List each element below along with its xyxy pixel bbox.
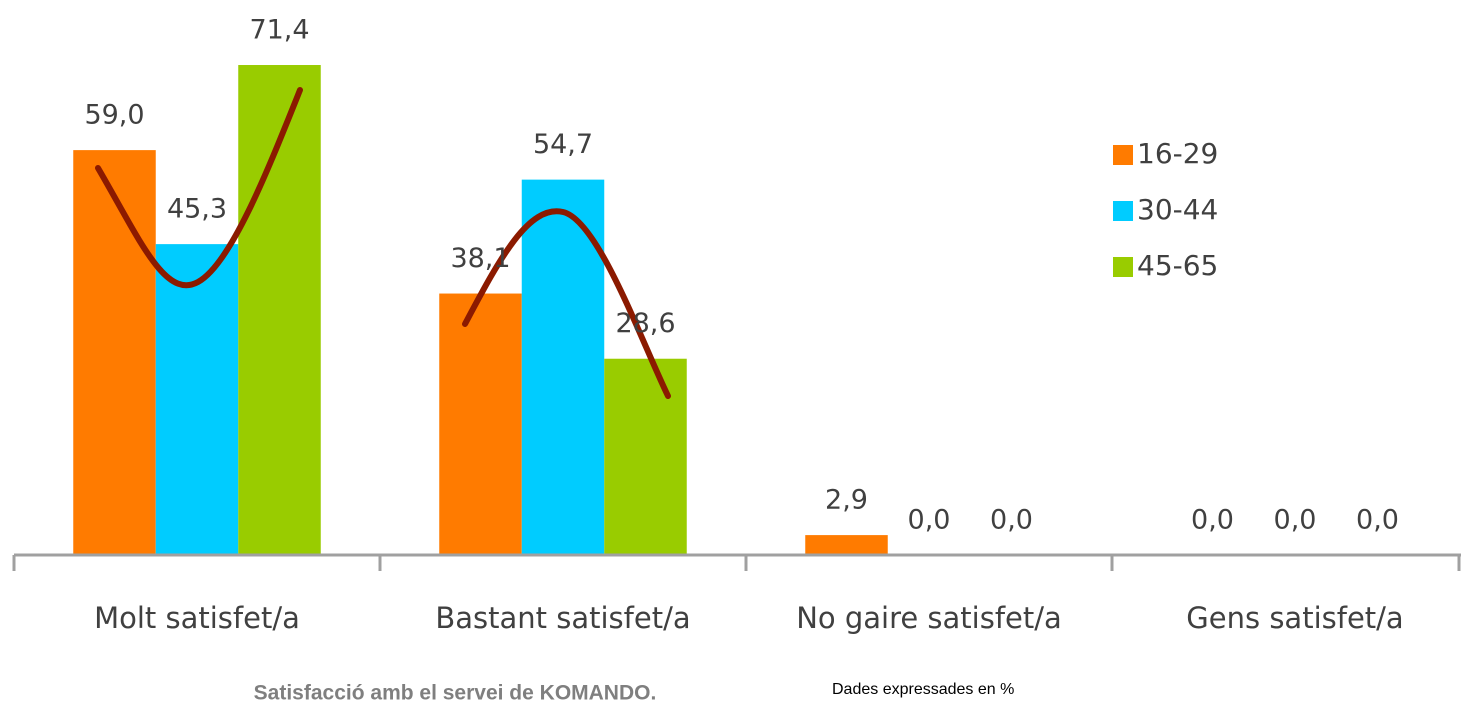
value-label: 71,4 [249, 15, 309, 46]
value-label: 59,0 [84, 100, 144, 131]
bar [155, 244, 239, 555]
x-tick-label: Gens satisfet/a [1186, 601, 1403, 635]
value-label: 28,6 [615, 308, 675, 339]
note: Dades expressades en % [832, 681, 1014, 698]
value-label: 0,0 [908, 505, 951, 536]
legend-swatch [1113, 201, 1133, 221]
x-tick-label: Molt satisfet/a [94, 601, 300, 635]
bar [604, 358, 687, 555]
legend-swatch [1113, 145, 1133, 165]
bar [521, 179, 605, 555]
bar [805, 535, 888, 555]
value-label: 0,0 [1274, 505, 1317, 536]
value-label: 2,9 [825, 485, 868, 516]
value-label: 54,7 [533, 129, 593, 160]
legend-swatch [1113, 257, 1133, 277]
value-label: 38,1 [450, 243, 510, 274]
trend-curve [462, 208, 671, 399]
value-label: 45,3 [167, 194, 227, 225]
bars [73, 65, 888, 556]
legend-label: 16-29 [1137, 137, 1218, 170]
trend-curve [95, 87, 303, 289]
value-label: 0,0 [990, 505, 1033, 536]
legend-label: 45-65 [1137, 249, 1218, 282]
bar [73, 150, 156, 556]
chart-title: Satisfacció amb el servei de KOMANDO. [254, 682, 657, 704]
legend-label: 30-44 [1137, 193, 1218, 226]
x-tick-label: Bastant satisfet/a [435, 601, 690, 635]
value-label: 0,0 [1191, 505, 1234, 536]
bar [439, 293, 522, 555]
x-tick-label: No gaire satisfet/a [796, 601, 1062, 635]
value-label: 0,0 [1356, 505, 1399, 536]
